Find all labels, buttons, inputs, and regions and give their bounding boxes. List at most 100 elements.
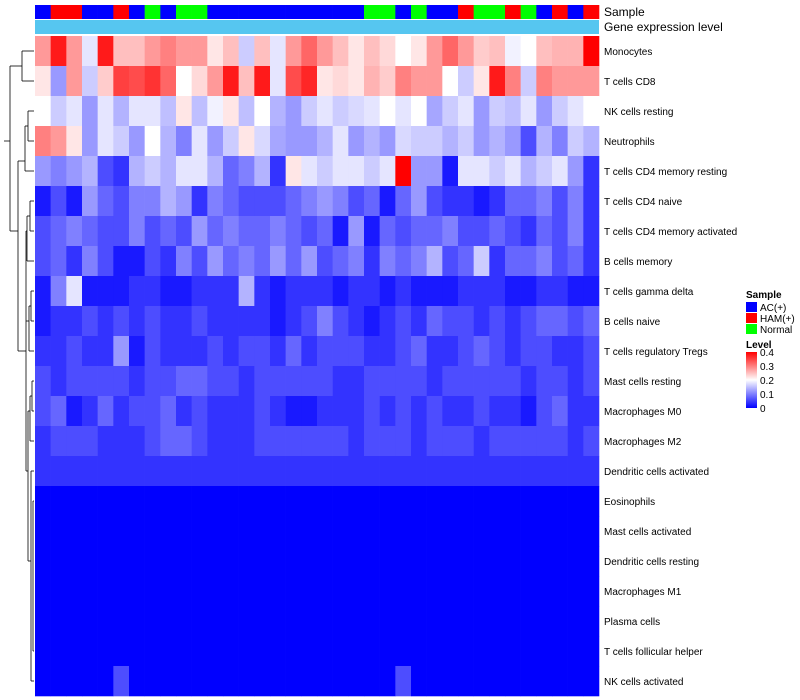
heatmap-cell — [129, 156, 145, 187]
heatmap-cell — [489, 456, 506, 487]
heatmap-cell — [129, 246, 145, 277]
heatmap-cell — [583, 426, 600, 457]
heatmap-cell — [207, 36, 224, 67]
heatmap-cell — [458, 366, 474, 397]
heatmap-cell — [411, 426, 427, 457]
heatmap-cell — [379, 486, 396, 517]
heatmap-cell — [176, 66, 192, 97]
heatmap-cell — [191, 96, 208, 127]
heatmap-cell — [82, 456, 98, 487]
heatmap-cell — [552, 516, 568, 547]
heatmap-cell — [238, 246, 255, 277]
heatmap-cell — [332, 336, 349, 367]
heatmap-cell — [113, 396, 130, 427]
heatmap-cell — [35, 666, 51, 697]
heatmap-cell — [144, 636, 161, 667]
row-label: Eosinophils — [604, 497, 655, 508]
heatmap-cell — [160, 576, 177, 607]
heatmap-cell — [191, 126, 208, 157]
heatmap-cell — [552, 66, 568, 97]
heatmap-cell — [113, 606, 130, 637]
heatmap-cell — [411, 456, 427, 487]
heatmap-cell — [238, 336, 255, 367]
heatmap-cell — [442, 66, 459, 97]
heatmap-cell — [50, 216, 67, 247]
heatmap-cell — [207, 366, 224, 397]
heatmap-cell — [536, 396, 553, 427]
heatmap-cell — [332, 636, 349, 667]
heatmap-cell — [285, 246, 302, 277]
heatmap-cell — [207, 66, 224, 97]
heatmap-cell — [129, 276, 145, 307]
heatmap-cell — [505, 36, 521, 67]
heatmap-cell — [411, 156, 427, 187]
heatmap-cell — [426, 156, 443, 187]
heatmap-cell — [254, 66, 271, 97]
heatmap-cell — [285, 216, 302, 247]
level-color-bar — [746, 352, 757, 408]
heatmap-cell — [66, 66, 83, 97]
heatmap-cell — [552, 546, 568, 577]
heatmap-cell — [270, 126, 286, 157]
heatmap-cell — [536, 336, 553, 367]
heatmap-cell — [82, 156, 98, 187]
heatmap-cell — [473, 576, 490, 607]
sample-legend-swatch — [746, 313, 757, 323]
heatmap-cell — [536, 366, 553, 397]
heatmap-cell — [458, 426, 474, 457]
heatmap-cell — [536, 186, 553, 217]
heatmap-cell — [332, 396, 349, 427]
heatmap-cell — [520, 546, 537, 577]
sample-annotation-cell — [285, 5, 302, 19]
heatmap-cell — [176, 396, 192, 427]
heatmap-cell — [317, 576, 333, 607]
sample-annotation-cell — [473, 5, 490, 19]
heatmap-cell — [129, 216, 145, 247]
heatmap-cell — [364, 186, 380, 217]
sample-annotation-cell — [411, 5, 427, 19]
heatmap-cell — [82, 396, 98, 427]
heatmap-cell — [458, 606, 474, 637]
heatmap-cell — [285, 636, 302, 667]
heatmap-cell — [395, 576, 412, 607]
sample-annotation-cell — [191, 5, 208, 19]
heatmap-cell — [426, 66, 443, 97]
level-tick-label: 0 — [760, 404, 766, 415]
heatmap-cell — [348, 456, 365, 487]
heatmap-cell — [270, 516, 286, 547]
heatmap-cell — [254, 426, 271, 457]
heatmap-cell — [505, 276, 521, 307]
heatmap-cell — [520, 366, 537, 397]
heatmap-cell — [97, 606, 114, 637]
heatmap-cell — [489, 96, 506, 127]
heatmap-cell — [191, 666, 208, 697]
heatmap-cell — [66, 36, 83, 67]
heatmap-cell — [97, 126, 114, 157]
heatmap-cell — [144, 396, 161, 427]
heatmap-cell — [50, 576, 67, 607]
heatmap-cell — [285, 126, 302, 157]
heatmap-cell — [223, 246, 239, 277]
heatmap-cell — [411, 276, 427, 307]
heatmap-cell — [207, 516, 224, 547]
heatmap-cell — [97, 36, 114, 67]
heatmap-cell — [364, 456, 380, 487]
heatmap-cell — [552, 276, 568, 307]
heatmap-cell — [395, 606, 412, 637]
heatmap-cell — [82, 666, 98, 697]
heatmap-cell — [144, 546, 161, 577]
heatmap-cell — [176, 306, 192, 337]
heatmap-cell — [536, 516, 553, 547]
heatmap-cell — [144, 576, 161, 607]
heatmap-cell — [332, 156, 349, 187]
heatmap-cell — [82, 216, 98, 247]
heatmap-cell — [238, 396, 255, 427]
heatmap-cell — [97, 486, 114, 517]
heatmap-cell — [505, 606, 521, 637]
heatmap-cell — [285, 366, 302, 397]
heatmap-cell — [536, 126, 553, 157]
heatmap-cell — [50, 336, 67, 367]
heatmap-cell — [191, 276, 208, 307]
heatmap-cell — [332, 426, 349, 457]
heatmap-cell — [583, 216, 600, 247]
